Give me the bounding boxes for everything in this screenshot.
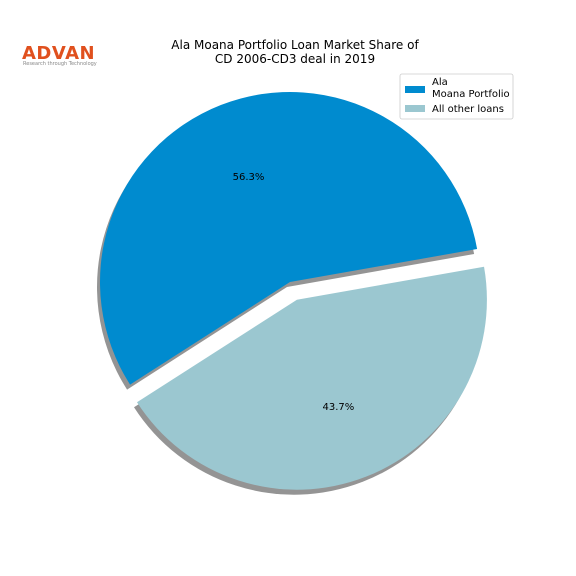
logo-wordmark: ADVAN [22,43,95,64]
pie-slice-all-other-loans [136,266,487,490]
chart-title-line-1: Ala Moana Portfolio Loan Market Share of [171,38,419,52]
legend-frame [399,73,514,120]
pie-slice-ala-moana-portfolio [99,92,478,385]
advan-logo: ADVAN Research through Technology [22,43,97,67]
legend: Ala Moana Portfolio All other loans [399,73,514,120]
legend-label-ala-moana-line-1: Ala [432,77,448,88]
pie-percent-label-all-other-loans: 43.7% [323,402,355,413]
chart-title-line-2: CD 2006-CD3 deal in 2019 [215,52,375,66]
legend-label-all-other-loans: All other loans [432,104,504,115]
legend-label-ala-moana-line-2: Moana Portfolio [432,89,510,100]
logo-tagline: Research through Technology [23,61,97,67]
pie-percent-label-ala-moana-portfolio: 56.3% [233,172,265,183]
pie-slices [99,92,487,490]
pie-percent-labels: 56.3% 43.7% [233,172,355,413]
legend-swatch-all-other-loans [405,105,425,112]
legend-swatch-ala-moana [405,86,425,93]
